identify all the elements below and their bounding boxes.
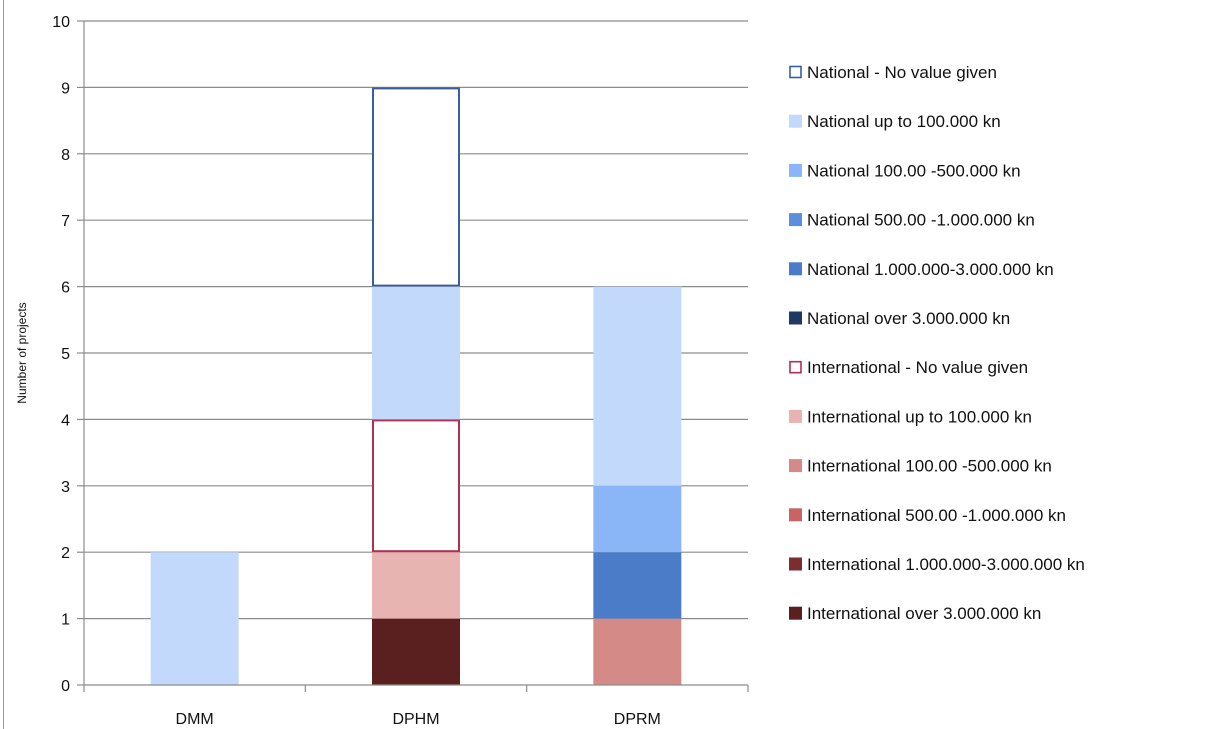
- legend-entry: International 500.00 -1.000.000 kn: [807, 506, 1066, 525]
- legend-entry: National - No value given: [807, 63, 997, 82]
- legend-swatch: [789, 557, 802, 571]
- bar-segment: [372, 87, 460, 287]
- legend-swatch: [789, 114, 802, 128]
- legend-entry: International up to 100.000 kn: [807, 407, 1032, 426]
- x-category-label: DPRM: [614, 711, 661, 728]
- legend-entry: National over 3.000.000 kn: [807, 309, 1010, 328]
- bar-segment: [593, 552, 682, 619]
- y-tick-label: 1: [61, 612, 70, 629]
- x-category-label: DPHM: [392, 711, 439, 728]
- y-tick-label: 10: [52, 14, 70, 31]
- y-tick-labels: 0 1 2 3 4 5 6 7 8 9 10: [52, 14, 70, 695]
- legend-entry: International - No value given: [807, 358, 1028, 377]
- y-tick-label: 6: [61, 280, 70, 297]
- bar-segment: [593, 618, 682, 685]
- legend-swatch: [789, 459, 802, 473]
- x-category-labels: DMM DPHM DPRM: [176, 711, 661, 728]
- x-category-label: DMM: [176, 711, 214, 728]
- y-tick-label: 9: [61, 80, 70, 97]
- legend-swatch: [789, 409, 802, 423]
- bar-segment: [150, 552, 239, 685]
- y-tick-label: 3: [61, 479, 70, 496]
- y-tick-label: 8: [61, 147, 70, 164]
- legend-entry: International 1.000.000-3.000.000 kn: [807, 555, 1085, 574]
- y-tick-label: 0: [61, 678, 70, 695]
- legend-entry: International over 3.000.000 kn: [807, 604, 1041, 623]
- bar-segment: [372, 552, 460, 619]
- legend-entry: National 500.00 -1.000.000 kn: [807, 211, 1035, 230]
- legend-entry: International 100.00 -500.000 kn: [807, 457, 1052, 476]
- legend-swatch: [789, 65, 802, 79]
- bar-segment: [372, 618, 460, 685]
- bar-segment: [593, 286, 682, 486]
- bar-segment: [372, 419, 460, 553]
- legend-entry: National up to 100.000 kn: [807, 112, 1001, 131]
- bar-segment: [593, 485, 682, 553]
- y-tick-label: 4: [61, 412, 70, 429]
- legend-swatch: [789, 262, 802, 276]
- bars: [150, 87, 682, 685]
- y-tick-label: 5: [61, 346, 70, 363]
- legend-swatch: [789, 360, 802, 374]
- y-tick-label: 7: [61, 213, 70, 230]
- y-tick-label: 2: [61, 545, 70, 562]
- legend-swatch: [789, 311, 802, 325]
- legend-swatch: [789, 213, 802, 227]
- axes: [83, 21, 748, 686]
- legend-entry: National 1.000.000-3.000.000 kn: [807, 260, 1054, 279]
- y-axis-title: Number of projects: [15, 302, 29, 403]
- legend: National - No value given National up to …: [789, 63, 1085, 623]
- legend-swatch: [789, 508, 802, 522]
- legend-entry: National 100.00 -500.000 kn: [807, 161, 1021, 180]
- legend-swatch: [789, 163, 802, 177]
- frame-border: [3, 0, 4, 729]
- legend-swatch: [789, 606, 802, 620]
- bar-segment: [372, 286, 460, 420]
